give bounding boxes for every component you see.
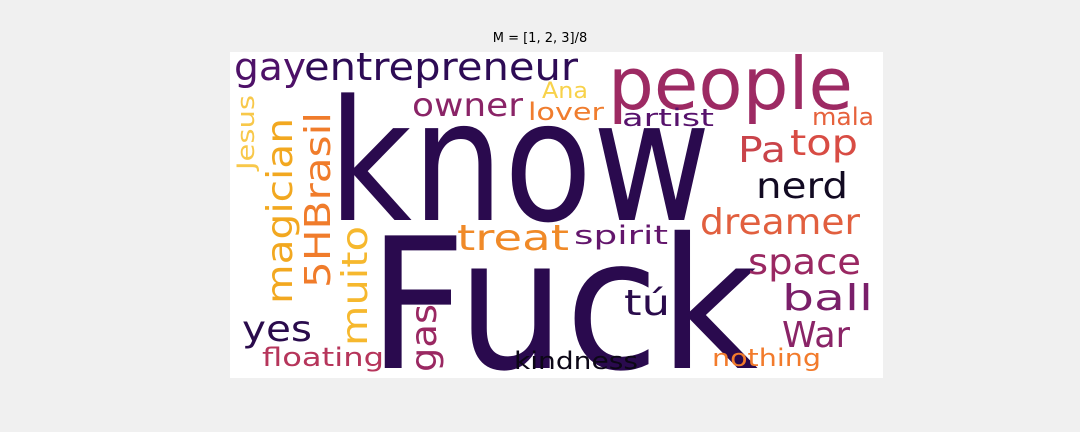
word-spirit: spirit — [574, 221, 668, 251]
word-pa: Pa — [738, 130, 786, 171]
word-cloud: know Fuck people gay entrepreneur owner … — [230, 52, 883, 378]
word-gay: gay — [234, 52, 306, 89]
word-nerd: nerd — [756, 166, 848, 207]
word-floating: floating — [262, 343, 384, 373]
word-ana: Ana — [542, 79, 588, 104]
word-yes: yes — [242, 309, 312, 350]
word-lover: lover — [528, 98, 604, 126]
word-magician: magician — [260, 118, 301, 304]
word-treat: treat — [457, 218, 569, 259]
word-artist: artist — [622, 104, 714, 132]
word-muito: muito — [335, 226, 376, 346]
chart-title: M = [1, 2, 3]/8 — [492, 31, 588, 46]
word-tu: tú — [624, 283, 670, 324]
word-5hbrasil: 5HBrasil — [298, 112, 339, 288]
word-dreamer: dreamer — [700, 202, 860, 243]
word-jesus: Jesus — [232, 95, 260, 172]
word-entrepreneur: entrepreneur — [304, 52, 578, 89]
word-ball: ball — [782, 278, 873, 319]
word-fuck: Fuck — [368, 199, 758, 378]
word-kindness: kindness — [514, 347, 638, 375]
word-gas: gas — [404, 304, 445, 372]
word-top: top — [790, 123, 858, 164]
word-know: know — [328, 64, 711, 260]
word-mala: mala — [812, 103, 874, 131]
word-nothing: nothing — [712, 344, 821, 372]
word-cloud-canvas: know Fuck people gay entrepreneur owner … — [232, 52, 874, 378]
word-owner: owner — [412, 86, 524, 124]
word-space: space — [748, 242, 861, 283]
word-war: War — [782, 315, 850, 356]
word-people: people — [608, 52, 853, 126]
